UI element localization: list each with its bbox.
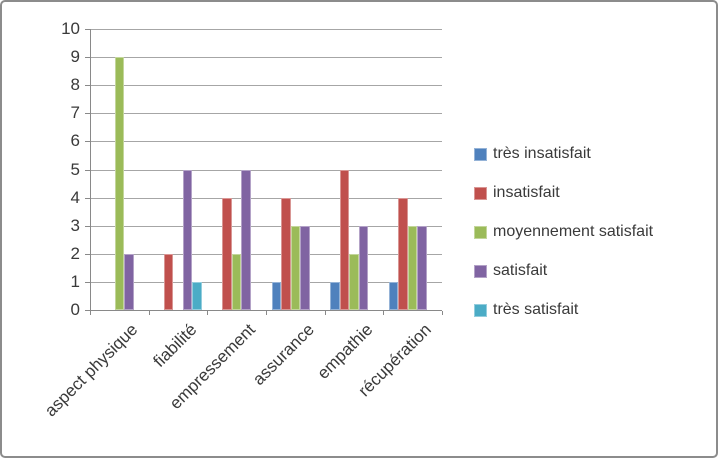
y-tick xyxy=(85,225,90,227)
y-tick xyxy=(85,29,90,30)
bar xyxy=(349,253,359,310)
x-tick xyxy=(207,311,209,315)
gridline xyxy=(90,57,442,59)
y-axis-tick-label: 8 xyxy=(70,75,80,95)
legend-item: très satisfait xyxy=(474,299,653,321)
x-tick xyxy=(266,311,267,315)
legend-label: très insatisfait xyxy=(493,145,591,162)
y-axis-tick-label: 0 xyxy=(70,300,80,319)
bar xyxy=(281,197,291,310)
legend-label: très satisfait xyxy=(493,301,579,318)
bar xyxy=(300,225,310,310)
gridline xyxy=(90,169,442,171)
bar xyxy=(241,169,251,310)
legend: très insatisfait insatisfait moyennement s… xyxy=(474,143,653,321)
x-axis-category-label: assurance xyxy=(248,320,318,389)
y-axis-tick-label: 5 xyxy=(70,159,80,179)
legend-item: insatisfait xyxy=(474,182,653,204)
y-axis-tick-label: 4 xyxy=(70,187,80,207)
bar xyxy=(330,281,340,310)
x-axis-line xyxy=(85,310,442,311)
bar xyxy=(192,281,202,310)
gridline xyxy=(90,29,442,30)
x-tick xyxy=(90,311,91,315)
bar xyxy=(114,57,125,310)
y-tick xyxy=(85,113,90,115)
legend-color-swatch xyxy=(474,303,487,317)
y-tick xyxy=(85,141,90,143)
bar xyxy=(290,225,301,310)
x-tick xyxy=(324,311,326,315)
legend-item: moyennement satisfait xyxy=(474,221,653,243)
legend-item: satisfait xyxy=(474,260,653,282)
y-tick xyxy=(85,253,90,255)
bar xyxy=(231,253,242,310)
y-axis-tick-label: 2 xyxy=(70,243,80,263)
legend-item: très insatisfait xyxy=(474,143,653,165)
legend-color-swatch xyxy=(474,225,487,239)
y-axis-tick-label: 9 xyxy=(70,47,80,67)
bar xyxy=(182,169,193,310)
x-axis-category-label: aspect physique xyxy=(41,320,142,421)
y-tick xyxy=(85,169,90,171)
y-axis-tick-label: 7 xyxy=(70,103,80,123)
bar xyxy=(124,253,134,310)
gridline xyxy=(90,113,442,115)
legend-label: moyennement satisfait xyxy=(493,223,654,240)
y-axis-tick-label: 6 xyxy=(70,131,80,151)
bar xyxy=(222,197,232,310)
legend-label: satisfait xyxy=(493,262,548,279)
x-tick xyxy=(148,311,150,315)
gridline xyxy=(90,197,442,199)
legend-color-swatch xyxy=(474,186,487,200)
gridline xyxy=(90,141,442,143)
bar xyxy=(339,169,350,310)
legend-color-swatch xyxy=(474,147,487,161)
x-axis-category-label: fiabilité xyxy=(149,320,201,371)
y-tick xyxy=(85,85,90,87)
y-axis-tick-label: 1 xyxy=(70,271,80,291)
legend-label: insatisfait xyxy=(493,184,560,201)
gridline xyxy=(90,253,442,255)
bar xyxy=(398,197,408,310)
y-tick xyxy=(85,197,90,199)
gridline xyxy=(90,281,442,283)
bar xyxy=(388,281,399,310)
bar xyxy=(358,225,369,310)
y-axis-tick-label: 3 xyxy=(70,215,80,235)
y-tick xyxy=(85,281,90,283)
y-axis-tick-label: 10 xyxy=(61,19,80,38)
y-axis-line xyxy=(90,29,91,310)
bar xyxy=(407,225,418,310)
bar xyxy=(163,253,174,310)
gridline xyxy=(90,85,442,87)
bar xyxy=(417,225,427,310)
bar xyxy=(271,281,282,310)
x-tick xyxy=(442,311,443,315)
x-tick xyxy=(383,311,385,315)
legend-color-swatch xyxy=(474,264,487,278)
y-tick xyxy=(85,57,90,59)
gridline xyxy=(90,225,442,227)
